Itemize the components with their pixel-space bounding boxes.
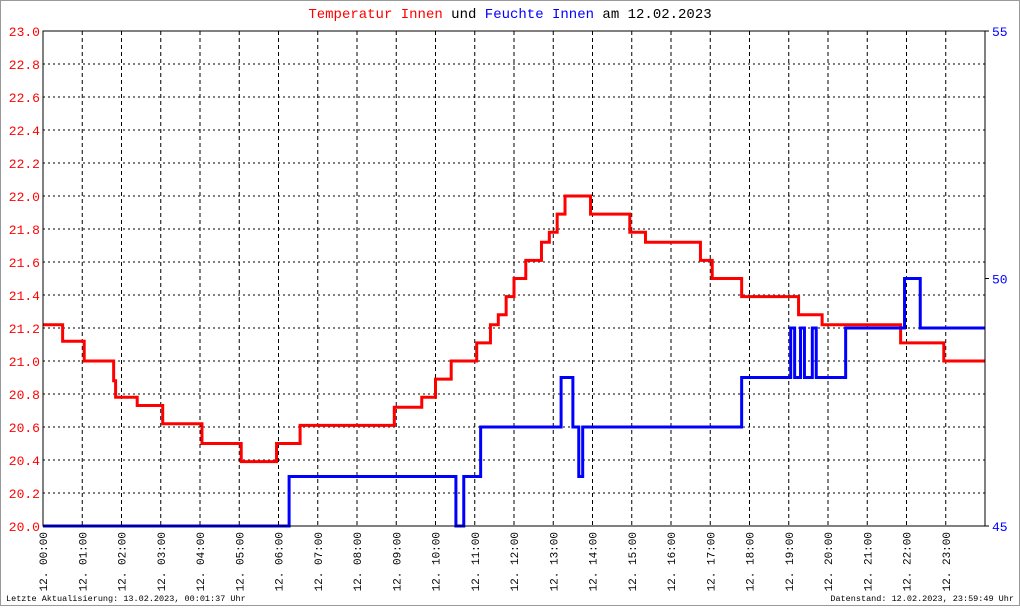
footer-left: Letzte Aktualisierung: 13.02.2023, 00:01… <box>6 594 246 604</box>
y-tick-label: 22.8 <box>9 58 40 73</box>
x-tick-label: 12. 21:00 <box>863 532 875 591</box>
y-tick-label: 20.8 <box>9 388 40 403</box>
x-tick-label: 12. 03:00 <box>157 532 169 591</box>
title-part: und <box>451 7 476 23</box>
x-tick-label: 12. 11:00 <box>471 532 483 591</box>
y-tick-label: 20.4 <box>9 454 40 469</box>
y-tick-label: 21.4 <box>9 289 40 304</box>
y-tick-label: 21.6 <box>9 256 40 271</box>
x-tick-label: 12. 20:00 <box>824 532 836 591</box>
x-tick-label: 12. 07:00 <box>314 532 326 591</box>
x-tick-label: 12. 06:00 <box>275 532 287 591</box>
y-tick-label: 22.2 <box>9 157 40 172</box>
x-tick-label: 12. 12:00 <box>510 532 522 591</box>
y2-tick-label: 55 <box>992 25 1008 40</box>
y-tick-label: 22.6 <box>9 91 40 106</box>
y-tick-label: 20.2 <box>9 487 40 502</box>
x-tick-label: 12. 18:00 <box>746 532 758 591</box>
plot-border <box>42 30 986 527</box>
x-tick-label: 12. 02:00 <box>118 532 130 591</box>
x-tick-label: 12. 14:00 <box>589 532 601 591</box>
y-tick-label: 21.2 <box>9 322 40 337</box>
y-tick-label: 20.6 <box>9 421 40 436</box>
x-tick-label: 12. 01:00 <box>78 532 90 591</box>
x-tick-label: 12. 08:00 <box>353 532 365 591</box>
x-tick-label: 12. 00:00 <box>39 532 51 591</box>
x-tick-label: 12. 13:00 <box>549 532 561 591</box>
data-line <box>43 277 985 528</box>
title-part: Feuchte Innen <box>485 7 594 23</box>
x-tick-label: 12. 04:00 <box>196 532 208 591</box>
y-tick-label: 23.0 <box>9 25 40 40</box>
y-tick-label: 21.8 <box>9 223 40 238</box>
x-tick-label: 12. 17:00 <box>706 532 718 591</box>
data-line <box>43 194 985 464</box>
y-tick-label: 22.0 <box>9 190 40 205</box>
x-tick-label: 12. 23:00 <box>942 532 954 591</box>
y2-tick-label: 50 <box>992 273 1008 288</box>
chart-title: Temperatur Innen und Feuchte Innen am 12… <box>308 7 711 23</box>
x-tick-label: 12. 10:00 <box>432 532 444 591</box>
y-tick-label: 21.0 <box>9 355 40 370</box>
footer-right: Datenstand: 12.02.2023, 23:59:49 Uhr <box>830 594 1014 604</box>
title-part: am 12.02.2023 <box>602 7 711 23</box>
title-part: Temperatur Innen <box>308 7 442 23</box>
x-tick-label: 12. 09:00 <box>392 532 404 591</box>
x-tick-label: 12. 16:00 <box>667 532 679 591</box>
x-tick-label: 12. 05:00 <box>235 532 247 591</box>
y-tick-label: 20.0 <box>9 520 40 535</box>
x-tick-label: 12. 19:00 <box>785 532 797 591</box>
y-tick-label: 22.4 <box>9 124 40 139</box>
y2-tick-label: 45 <box>992 520 1008 535</box>
x-tick-label: 12. 22:00 <box>903 532 915 591</box>
x-tick-label: 12. 15:00 <box>628 532 640 591</box>
